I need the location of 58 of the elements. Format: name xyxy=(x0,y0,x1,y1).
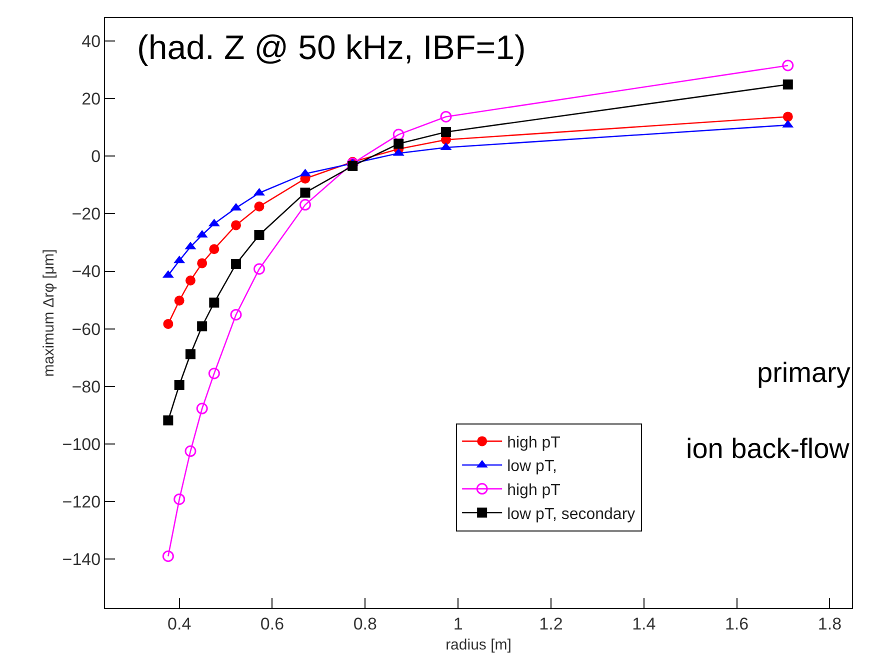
legend-label: high pT xyxy=(507,434,561,452)
y-tick-label: 40 xyxy=(82,32,101,51)
y-tick-label: −40 xyxy=(72,262,101,282)
annotation: ion back-flow xyxy=(686,433,850,464)
point xyxy=(208,368,220,380)
point xyxy=(209,298,220,308)
annotation: primary xyxy=(757,357,850,388)
legend-label: low pT, xyxy=(507,458,557,476)
point xyxy=(185,275,196,286)
point xyxy=(299,199,311,211)
point xyxy=(440,110,452,122)
point xyxy=(230,308,242,320)
y-tick-label: 0 xyxy=(91,147,101,166)
point xyxy=(394,138,404,149)
x-tick-label: 0.4 xyxy=(168,614,192,634)
y-tick-label: −80 xyxy=(72,377,101,396)
chart-title: (had. Z @ 50 kHz, IBF=1) xyxy=(137,29,526,67)
x-tick-label: 1.2 xyxy=(539,614,563,634)
y-axis-title: maximum Δrφ [μm] xyxy=(40,249,58,377)
point xyxy=(300,188,310,198)
point xyxy=(197,321,208,332)
point xyxy=(184,445,196,457)
x-tick-label: 1.8 xyxy=(818,614,842,634)
point xyxy=(174,296,184,306)
x-tick-label: 1 xyxy=(453,614,463,634)
point xyxy=(254,202,264,212)
point xyxy=(209,244,220,254)
point xyxy=(782,60,794,72)
point xyxy=(163,318,174,329)
point xyxy=(196,402,208,414)
x-axis-title: radius [m] xyxy=(446,636,512,654)
point xyxy=(185,349,196,360)
point xyxy=(231,220,241,230)
y-tick-label: −120 xyxy=(62,492,101,512)
point xyxy=(231,259,241,270)
y-tick-label: −140 xyxy=(62,550,101,570)
point xyxy=(440,126,451,137)
y-tick-label: −60 xyxy=(72,320,101,339)
y-tick-label: 20 xyxy=(82,90,101,109)
point xyxy=(253,263,265,275)
legend-label: low pT, secondary xyxy=(507,506,636,523)
point xyxy=(162,550,174,562)
x-tick-label: 0.6 xyxy=(260,614,284,634)
x-tick-label: 1.6 xyxy=(724,614,749,634)
point xyxy=(348,160,358,171)
y-tick-label: −100 xyxy=(62,434,101,454)
legend-label: high pT xyxy=(507,482,561,500)
y-tick-label: −20 xyxy=(72,204,101,224)
point xyxy=(782,112,793,122)
point xyxy=(174,380,184,390)
x-tick-label: 0.8 xyxy=(353,614,377,634)
point xyxy=(174,493,186,505)
point xyxy=(782,79,793,90)
x-tick-label: 1.4 xyxy=(632,614,656,634)
point xyxy=(163,415,174,426)
point xyxy=(254,230,264,240)
point xyxy=(392,128,404,140)
point xyxy=(197,258,208,268)
